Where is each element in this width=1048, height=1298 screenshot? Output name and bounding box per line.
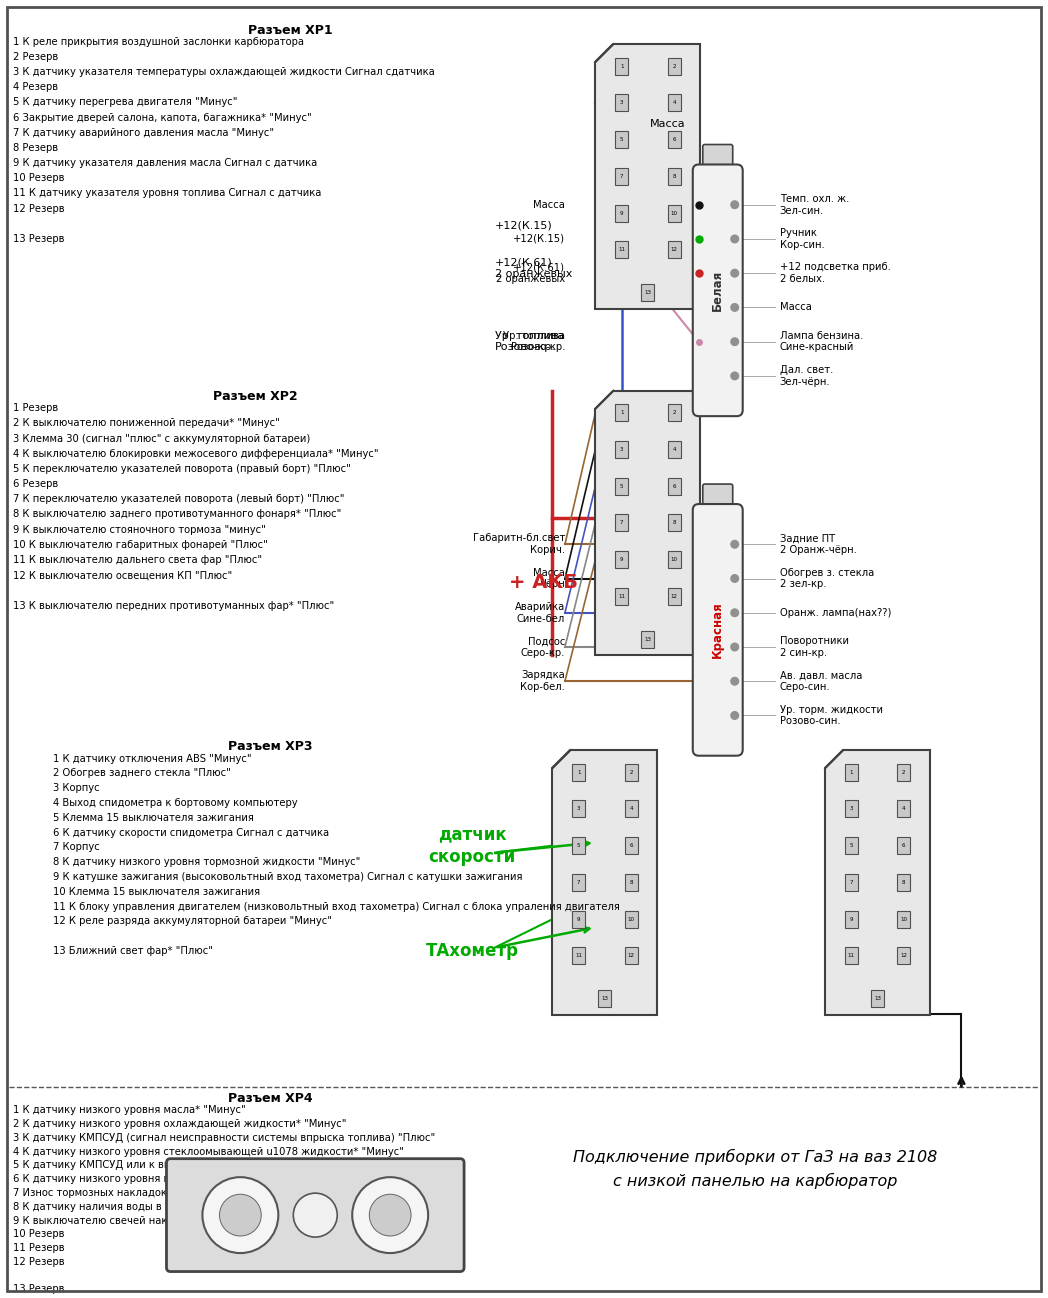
Text: Поворотники
2 син-кр.: Поворотники 2 син-кр. xyxy=(780,636,849,658)
Text: 2: 2 xyxy=(673,410,676,415)
Bar xyxy=(668,205,680,222)
Text: 11 К блоку управления двигателем (низковольтный вход тахометра) Сигнал с блока у: 11 К блоку управления двигателем (низков… xyxy=(52,902,619,911)
Text: 10 Резерв: 10 Резерв xyxy=(13,1229,64,1240)
Text: 4 Резерв: 4 Резерв xyxy=(13,82,58,92)
Text: 2: 2 xyxy=(630,770,633,775)
Text: 8: 8 xyxy=(673,520,676,526)
Text: 6 К датчику низкого уровня масла в гидроусилителе руля* "Минус": 6 К датчику низкого уровня масла в гидро… xyxy=(13,1175,371,1184)
Bar xyxy=(572,948,585,964)
Text: 10 К выключателю габаритных фонарей "Плюс": 10 К выключателю габаритных фонарей "Плю… xyxy=(13,540,267,550)
Text: 13 Ближний свет фар* "Плюс": 13 Ближний свет фар* "Плюс" xyxy=(52,946,213,955)
Text: 7 Износ тормозных накладок* "Минус": 7 Износ тормозных накладок* "Минус" xyxy=(13,1188,217,1198)
Text: +12(К.15): +12(К.15) xyxy=(512,234,565,244)
Text: +12(К.61)
2 оранжевых: +12(К.61) 2 оранжевых xyxy=(495,257,572,279)
Text: 11 Резерв: 11 Резерв xyxy=(13,1243,64,1253)
Text: Подключение приборки от ГаЗ на ваз 2108
с низкой панелью на карбюратор: Подключение приборки от ГаЗ на ваз 2108 … xyxy=(572,1149,937,1189)
Text: Задние ПТ
2 Оранж-чёрн.: Задние ПТ 2 Оранж-чёрн. xyxy=(780,533,856,556)
Text: 7 К датчику аварийного давления масла "Минус": 7 К датчику аварийного давления масла "М… xyxy=(13,127,274,138)
Text: 5: 5 xyxy=(619,138,624,141)
Text: 13: 13 xyxy=(874,997,881,1001)
Bar xyxy=(668,167,680,184)
Text: 11 К датчику указателя уровня топлива Сигнал с датчика: 11 К датчику указателя уровня топлива Си… xyxy=(13,188,321,199)
Text: Масса: Масса xyxy=(533,200,565,210)
Bar xyxy=(668,241,680,258)
Text: 7: 7 xyxy=(850,880,853,885)
Text: 9: 9 xyxy=(850,916,853,922)
Text: 9: 9 xyxy=(577,916,581,922)
Text: 13 К выключателю передних противотуманных фар* "Плюс": 13 К выключателю передних противотуманны… xyxy=(13,601,334,610)
Text: Разъем ХР3: Разъем ХР3 xyxy=(228,740,312,753)
Bar xyxy=(615,241,628,258)
Text: 6: 6 xyxy=(630,844,633,848)
Text: 10: 10 xyxy=(900,916,908,922)
Text: 7 К переключателю указателей поворота (левый борт) "Плюс": 7 К переключателю указателей поворота (л… xyxy=(13,495,344,504)
Text: +12 подсветка приб.
2 белых.: +12 подсветка приб. 2 белых. xyxy=(780,262,891,284)
Bar xyxy=(615,588,628,605)
Text: 6: 6 xyxy=(902,844,905,848)
Text: 12: 12 xyxy=(628,954,635,958)
Text: Аварийка
Сине-бел: Аварийка Сине-бел xyxy=(515,602,565,623)
Circle shape xyxy=(730,540,739,548)
Bar xyxy=(871,990,885,1007)
Text: Зарядка
Кор-бел.: Зарядка Кор-бел. xyxy=(520,671,565,692)
Text: 5: 5 xyxy=(619,484,624,488)
Text: 3: 3 xyxy=(619,447,624,452)
Bar xyxy=(897,801,911,818)
Text: 9: 9 xyxy=(619,210,624,215)
Text: 3: 3 xyxy=(619,100,624,105)
Text: 10 Резерв: 10 Резерв xyxy=(13,173,64,183)
Bar xyxy=(615,478,628,495)
Circle shape xyxy=(730,678,739,685)
Text: Масса: Масса xyxy=(650,118,685,129)
Circle shape xyxy=(730,337,739,345)
Bar xyxy=(625,763,637,780)
Circle shape xyxy=(730,201,739,209)
Bar xyxy=(572,763,585,780)
FancyBboxPatch shape xyxy=(703,484,733,517)
Text: 13: 13 xyxy=(602,997,609,1001)
Text: 3 Клемма 30 (сигнал "плюс" с аккумуляторной батареи): 3 Клемма 30 (сигнал "плюс" с аккумулятор… xyxy=(13,434,310,444)
Bar xyxy=(615,404,628,421)
Circle shape xyxy=(730,235,739,243)
Text: 1: 1 xyxy=(619,64,624,69)
Text: 5 К датчику КМПСУД или к выключателю свечей накаливания "Минус": 5 К датчику КМПСУД или к выключателю све… xyxy=(13,1160,388,1171)
Text: Ур. топлива
Розово-кр.: Ур. топлива Розово-кр. xyxy=(503,331,565,353)
FancyBboxPatch shape xyxy=(167,1159,464,1272)
Text: 4: 4 xyxy=(673,447,676,452)
Text: 5: 5 xyxy=(577,844,581,848)
Text: 8 К выключателю заднего противотуманного фонаря* "Плюс": 8 К выключателю заднего противотуманного… xyxy=(13,509,341,519)
Text: 9 К выключателю свечей накаливания "Плюс": 9 К выключателю свечей накаливания "Плюс… xyxy=(13,1215,258,1225)
Bar xyxy=(897,948,911,964)
Text: 4 К датчику низкого уровня стеклоомывающей u1078 жидкости* "Минус": 4 К датчику низкого уровня стеклоомывающ… xyxy=(13,1146,403,1157)
Bar xyxy=(845,911,858,928)
Text: ТАхометр: ТАхометр xyxy=(425,942,519,961)
Circle shape xyxy=(219,1194,261,1236)
Circle shape xyxy=(730,711,739,719)
FancyBboxPatch shape xyxy=(693,165,743,417)
Polygon shape xyxy=(825,750,930,1015)
Circle shape xyxy=(293,1193,337,1237)
Text: 11 К выключателю дальнего света фар "Плюс": 11 К выключателю дальнего света фар "Плю… xyxy=(13,556,262,565)
Text: 13: 13 xyxy=(645,291,652,296)
Circle shape xyxy=(352,1177,429,1253)
Text: Ур. топлива
Розово-кр.: Ур. топлива Розово-кр. xyxy=(495,331,564,353)
Bar xyxy=(572,801,585,818)
Text: 2 К датчику низкого уровня охлаждающей жидкости* "Минус": 2 К датчику низкого уровня охлаждающей ж… xyxy=(13,1119,346,1129)
Text: Габаритн-бл.свет
Корич.: Габаритн-бл.свет Корич. xyxy=(473,533,565,556)
Bar xyxy=(897,911,911,928)
Text: 4: 4 xyxy=(630,806,633,811)
Circle shape xyxy=(730,644,739,650)
Text: 2 К выключателю пониженной передачи* "Минус": 2 К выключателю пониженной передачи* "Ми… xyxy=(13,418,280,428)
Text: 3: 3 xyxy=(850,806,853,811)
Text: 1 Резерв: 1 Резерв xyxy=(13,404,58,413)
Text: 12 К реле разряда аккумуляторной батареи "Минус": 12 К реле разряда аккумуляторной батареи… xyxy=(52,916,331,927)
Text: 1: 1 xyxy=(619,410,624,415)
Bar xyxy=(615,205,628,222)
Text: Дал. свет.
Зел-чёрн.: Дал. свет. Зел-чёрн. xyxy=(780,365,833,387)
Circle shape xyxy=(730,373,739,380)
Text: 1 К датчику отключения ABS "Минус": 1 К датчику отключения ABS "Минус" xyxy=(52,754,252,763)
Bar xyxy=(897,874,911,890)
Bar xyxy=(668,552,680,569)
Bar xyxy=(625,874,637,890)
Text: 7: 7 xyxy=(619,520,624,526)
